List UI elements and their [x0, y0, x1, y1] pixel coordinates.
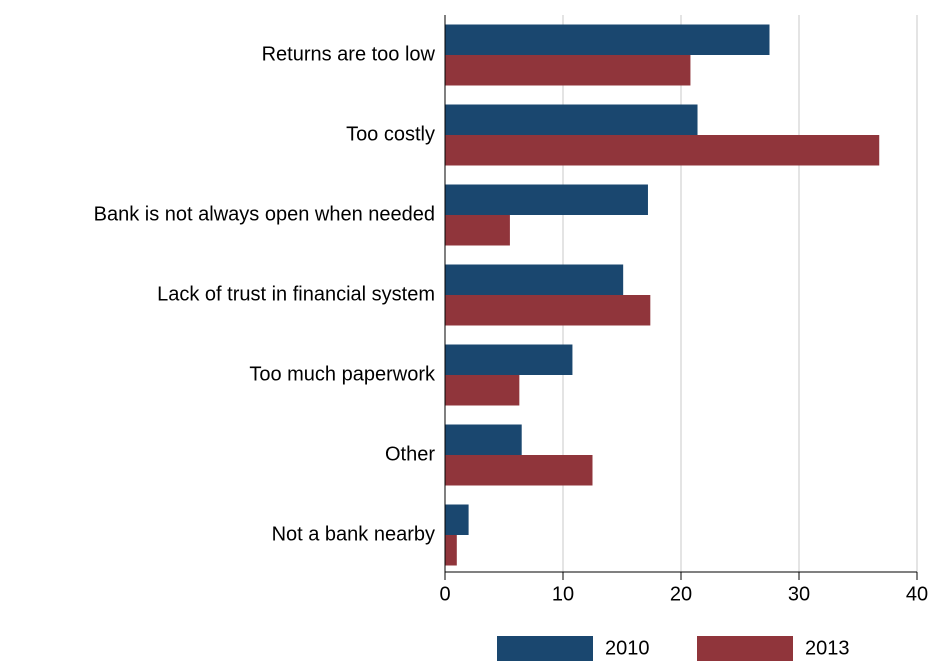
- y-tick-label: Not a bank nearby: [272, 523, 435, 545]
- x-tick-label: 10: [552, 583, 574, 605]
- bar: [445, 184, 648, 215]
- legend-swatch: [497, 636, 593, 661]
- x-tick-label: 0: [439, 583, 450, 605]
- legend-swatch: [697, 636, 793, 661]
- y-tick-label: Too costly: [346, 123, 435, 145]
- bar: [445, 135, 880, 166]
- x-tick-label: 40: [906, 583, 928, 605]
- x-tick-label: 20: [670, 583, 692, 605]
- y-tick-label: Other: [385, 443, 435, 465]
- bar: [445, 375, 520, 406]
- bar: [445, 295, 651, 326]
- x-tick-label: 30: [788, 583, 810, 605]
- y-tick-label: Returns are too low: [262, 43, 436, 65]
- y-tick-label: Bank is not always open when needed: [94, 203, 435, 225]
- bar: [445, 455, 593, 486]
- bar: [445, 504, 469, 535]
- bar: [445, 24, 770, 55]
- y-tick-label: Too much paperwork: [249, 363, 436, 385]
- legend-label: 2010: [605, 637, 650, 659]
- bar: [445, 215, 510, 246]
- y-tick-label: Lack of trust in financial system: [157, 283, 435, 305]
- bar: [445, 264, 624, 295]
- bar: [445, 344, 573, 375]
- bar: [445, 104, 698, 135]
- bar: [445, 55, 691, 86]
- bar: [445, 535, 457, 566]
- legend-label: 2013: [805, 637, 850, 659]
- bar: [445, 424, 522, 455]
